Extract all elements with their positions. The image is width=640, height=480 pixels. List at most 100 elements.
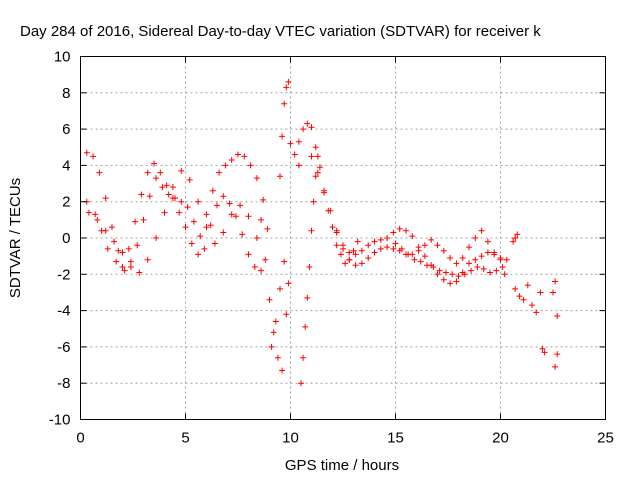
data-point (207, 222, 214, 229)
data-point (90, 153, 97, 160)
data-point (440, 247, 447, 254)
y-tick-label: 6 (62, 121, 70, 138)
data-point (159, 184, 166, 191)
x-tick-label: 0 (76, 430, 84, 447)
data-point (127, 264, 134, 271)
chart-title: Day 284 of 2016, Sidereal Day-to-day VTE… (20, 23, 541, 40)
data-point (510, 238, 517, 245)
data-point (274, 354, 281, 361)
data-point (203, 224, 210, 231)
data-series (298, 153, 321, 387)
x-tick-label: 20 (492, 430, 509, 447)
data-point (440, 276, 447, 283)
data-point (552, 278, 559, 285)
data-point (428, 236, 435, 243)
data-point (312, 173, 319, 180)
y-tick-label: -2 (57, 266, 70, 283)
data-point (474, 264, 481, 271)
y-tick-label: -4 (57, 303, 70, 320)
data-point (151, 160, 157, 167)
data-point (310, 198, 317, 205)
data-point (258, 267, 265, 274)
data-point (550, 289, 556, 296)
data-point (157, 169, 164, 176)
data-point (306, 264, 313, 271)
data-point (516, 293, 523, 300)
data-point (300, 354, 307, 361)
data-point (182, 224, 189, 231)
data-point (308, 153, 315, 160)
data-point (281, 258, 288, 265)
data-point (262, 256, 269, 263)
data-point (501, 271, 508, 278)
data-point (146, 193, 153, 200)
data-point (111, 238, 118, 245)
x-tick-label: 5 (181, 430, 189, 447)
data-point (268, 343, 275, 350)
data-point (405, 251, 412, 258)
x-axis-label: GPS time / hours (285, 457, 399, 474)
data-point (144, 256, 151, 263)
data-point (554, 351, 561, 358)
data-point (115, 247, 122, 254)
data-point (480, 265, 487, 272)
data-point (552, 363, 559, 370)
data-point (352, 251, 359, 258)
data-point (277, 173, 283, 180)
data-point (228, 156, 235, 163)
data-point (270, 329, 277, 336)
y-tick-label: 8 (62, 85, 70, 102)
data-point (352, 262, 359, 269)
data-point (384, 244, 391, 251)
x-tick-label: 25 (597, 430, 614, 447)
data-point (277, 285, 283, 292)
data-point (211, 240, 218, 247)
data-point (216, 169, 223, 176)
data-point (466, 244, 472, 251)
data-series (333, 227, 510, 269)
data-point (94, 216, 101, 223)
data-point (195, 251, 202, 258)
data-point (304, 294, 311, 301)
data-point (337, 251, 344, 258)
data-point (235, 151, 241, 158)
data-series (258, 216, 292, 374)
data-point (163, 182, 170, 189)
data-point (283, 311, 290, 318)
data-point (415, 247, 422, 254)
data-point (102, 195, 109, 202)
data-point (365, 242, 372, 249)
data-series (510, 231, 561, 370)
data-point (85, 209, 92, 216)
data-point (127, 258, 134, 265)
data-point (430, 264, 437, 271)
data-point (421, 253, 428, 260)
data-point (125, 245, 132, 252)
data-point (134, 242, 141, 249)
data-point (497, 254, 504, 261)
data-series (308, 153, 508, 287)
data-point (434, 271, 441, 278)
data-point (350, 247, 357, 254)
data-point (220, 229, 227, 236)
data-point (169, 195, 176, 202)
data-point (541, 349, 548, 356)
data-point (493, 267, 500, 274)
data-point (371, 249, 378, 256)
data-point (138, 191, 145, 198)
data-point (186, 176, 193, 183)
data-point (283, 84, 290, 91)
data-series (83, 160, 265, 274)
data-point (514, 231, 521, 238)
data-point (468, 267, 475, 274)
y-tick-label: 4 (62, 157, 70, 174)
data-point (161, 209, 168, 216)
data-point (285, 78, 292, 85)
data-point (281, 100, 288, 107)
data-point (554, 313, 561, 320)
data-point (390, 229, 397, 236)
data-point (136, 269, 143, 276)
data-point (537, 289, 544, 296)
